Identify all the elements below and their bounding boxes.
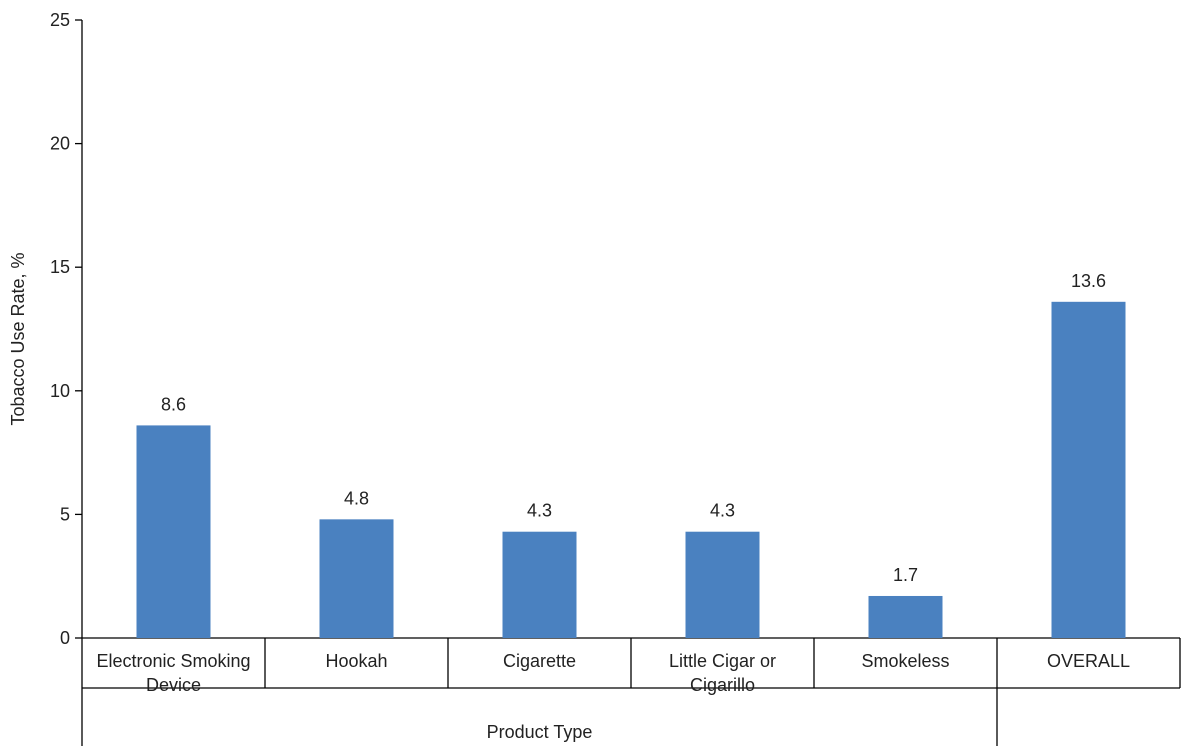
x-axis-label: Product Type (487, 722, 593, 742)
x-tick-label: Cigarillo (690, 675, 755, 695)
data-labels: 8.6 4.8 4.3 4.3 1.7 13.6 (161, 271, 1106, 585)
bar-value-label: 4.3 (710, 501, 735, 521)
x-tick-label: Smokeless (861, 651, 949, 671)
x-tick-label: Device (146, 675, 201, 695)
bar-value-label: 4.8 (344, 488, 369, 508)
y-tick-label: 5 (60, 504, 70, 524)
bars (136, 301, 1126, 638)
x-tick-label: Cigarette (503, 651, 576, 671)
y-axis: 0 5 10 15 20 25 (50, 10, 83, 746)
x-tick-label: Little Cigar or (669, 651, 776, 671)
y-axis-label: Tobacco Use Rate, % (8, 252, 28, 425)
y-tick-label: 0 (60, 628, 70, 648)
x-tick-label: OVERALL (1047, 651, 1130, 671)
bar (319, 519, 394, 638)
bar (1051, 301, 1126, 638)
bar-value-label: 8.6 (161, 394, 186, 414)
y-tick-label: 25 (50, 10, 70, 30)
bar (868, 595, 943, 638)
x-tick-label: Hookah (325, 651, 387, 671)
bar-value-label: 1.7 (893, 565, 918, 585)
y-tick-label: 20 (50, 134, 70, 154)
bar (502, 531, 577, 638)
x-axis: Electronic Smoking Device Hookah Cigarette L… (82, 637, 1181, 746)
bar (136, 425, 211, 638)
x-tick-label: Electronic Smoking (96, 651, 250, 671)
y-tick-label: 15 (50, 257, 70, 277)
bar (685, 531, 760, 638)
bar-value-label: 4.3 (527, 501, 552, 521)
bar-value-label: 13.6 (1071, 271, 1106, 291)
y-tick-label: 10 (50, 381, 70, 401)
